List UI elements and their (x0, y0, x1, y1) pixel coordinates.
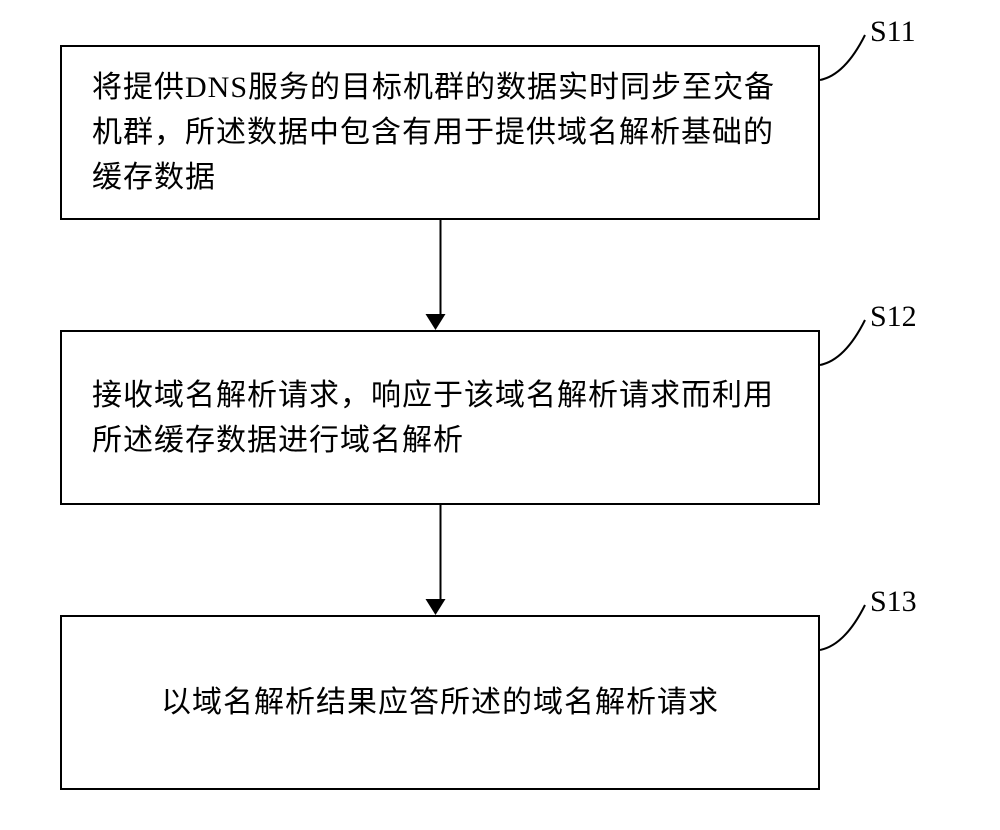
arrow-2 (435, 505, 446, 615)
step-text-1: 将提供DNS服务的目标机群的数据实时同步至灾备机群，所述数据中包含有用于提供域名… (92, 65, 788, 200)
step-box-3: 以域名解析结果应答所述的域名解析请求 (60, 615, 820, 790)
step-box-1: 将提供DNS服务的目标机群的数据实时同步至灾备机群，所述数据中包含有用于提供域名… (60, 45, 820, 220)
flowchart-container: 将提供DNS服务的目标机群的数据实时同步至灾备机群，所述数据中包含有用于提供域名… (0, 0, 1000, 830)
step-text-3: 以域名解析结果应答所述的域名解析请求 (161, 680, 719, 725)
step-label-3: S13 (870, 585, 917, 619)
step-label-1: S11 (870, 15, 916, 49)
arrow-1 (435, 220, 446, 330)
step-label-2: S12 (870, 300, 917, 334)
step-box-2: 接收域名解析请求，响应于该域名解析请求而利用所述缓存数据进行域名解析 (60, 330, 820, 505)
connector-2 (820, 315, 875, 370)
step-text-2: 接收域名解析请求，响应于该域名解析请求而利用所述缓存数据进行域名解析 (92, 373, 788, 463)
connector-1 (820, 30, 875, 85)
connector-3 (820, 600, 875, 655)
